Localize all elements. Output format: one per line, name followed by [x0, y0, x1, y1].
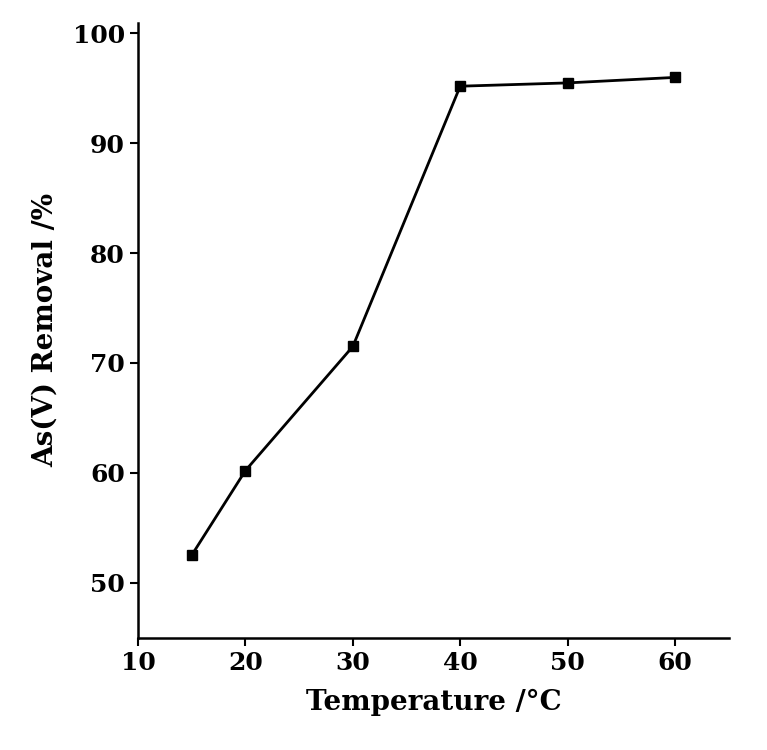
X-axis label: Temperature /°C: Temperature /°C: [305, 688, 561, 715]
Y-axis label: As(V) Removal /%: As(V) Removal /%: [32, 193, 59, 467]
